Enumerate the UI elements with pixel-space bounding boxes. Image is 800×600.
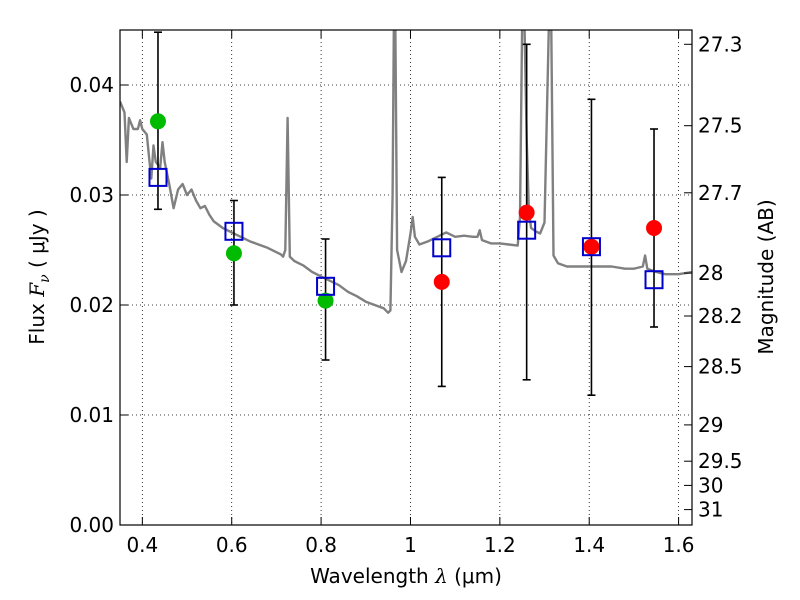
x-tick-label: 1.2	[484, 533, 516, 557]
y2-tick-label: 27.3	[698, 32, 743, 56]
x-tick-label: 0.6	[216, 533, 248, 557]
y2-tick-label: 27.7	[698, 181, 743, 205]
data-point	[583, 238, 600, 255]
model-square	[517, 220, 537, 240]
x-tick-label: 0.4	[126, 533, 158, 557]
y2-tick-label: 29.5	[698, 449, 743, 473]
y-tick-label: 0.03	[69, 183, 114, 207]
y-tick-label: 0.02	[69, 293, 114, 317]
template-line	[120, 30, 692, 314]
y2-tick-label: 28	[698, 261, 723, 285]
x-axis-label: Wavelength λ (μm)	[310, 564, 502, 588]
y2-axis-label: Magnitude (AB)	[754, 199, 778, 354]
y2-tick-label: 29	[698, 413, 723, 437]
y-tick-label: 0.01	[69, 403, 114, 427]
x-tick-label: 0.8	[305, 533, 337, 557]
axis-ticks: 0.4 0.6 0.8 1 1.2 1.4 1.6 0.00 0.01 0.02 0.03 0.04 2…	[69, 30, 743, 557]
data-point	[518, 204, 535, 221]
y2-tick-label: 28.2	[698, 304, 743, 328]
model-square	[316, 276, 336, 296]
model-square	[224, 221, 244, 241]
y-axis-label: Flux Fν ( μJy )	[25, 209, 53, 344]
data-point	[149, 113, 166, 130]
x-tick-label: 1.4	[573, 533, 605, 557]
model-square	[644, 270, 664, 290]
y2-tick-label: 31	[698, 498, 723, 522]
model-square	[581, 237, 601, 257]
x-tick-label: 1.6	[663, 533, 695, 557]
model-square	[432, 238, 452, 258]
y-tick-label: 0.04	[69, 73, 114, 97]
template-spectrum	[120, 30, 692, 314]
y-tick-label: 0.00	[69, 513, 114, 537]
grid	[120, 30, 692, 525]
data-point	[433, 273, 450, 290]
model-square	[148, 167, 168, 187]
model-photometry-points	[148, 167, 664, 296]
y2-tick-label: 27.5	[698, 114, 743, 138]
observed-points	[149, 113, 663, 309]
y2-tick-label: 28.5	[698, 355, 743, 379]
y2-tick-label: 30	[698, 473, 723, 497]
data-point	[317, 292, 334, 309]
x-tick-label: 1	[404, 533, 417, 557]
error-bars	[153, 31, 659, 397]
plot-frame	[119, 29, 693, 526]
data-point	[646, 220, 663, 236]
data-point	[225, 245, 242, 262]
